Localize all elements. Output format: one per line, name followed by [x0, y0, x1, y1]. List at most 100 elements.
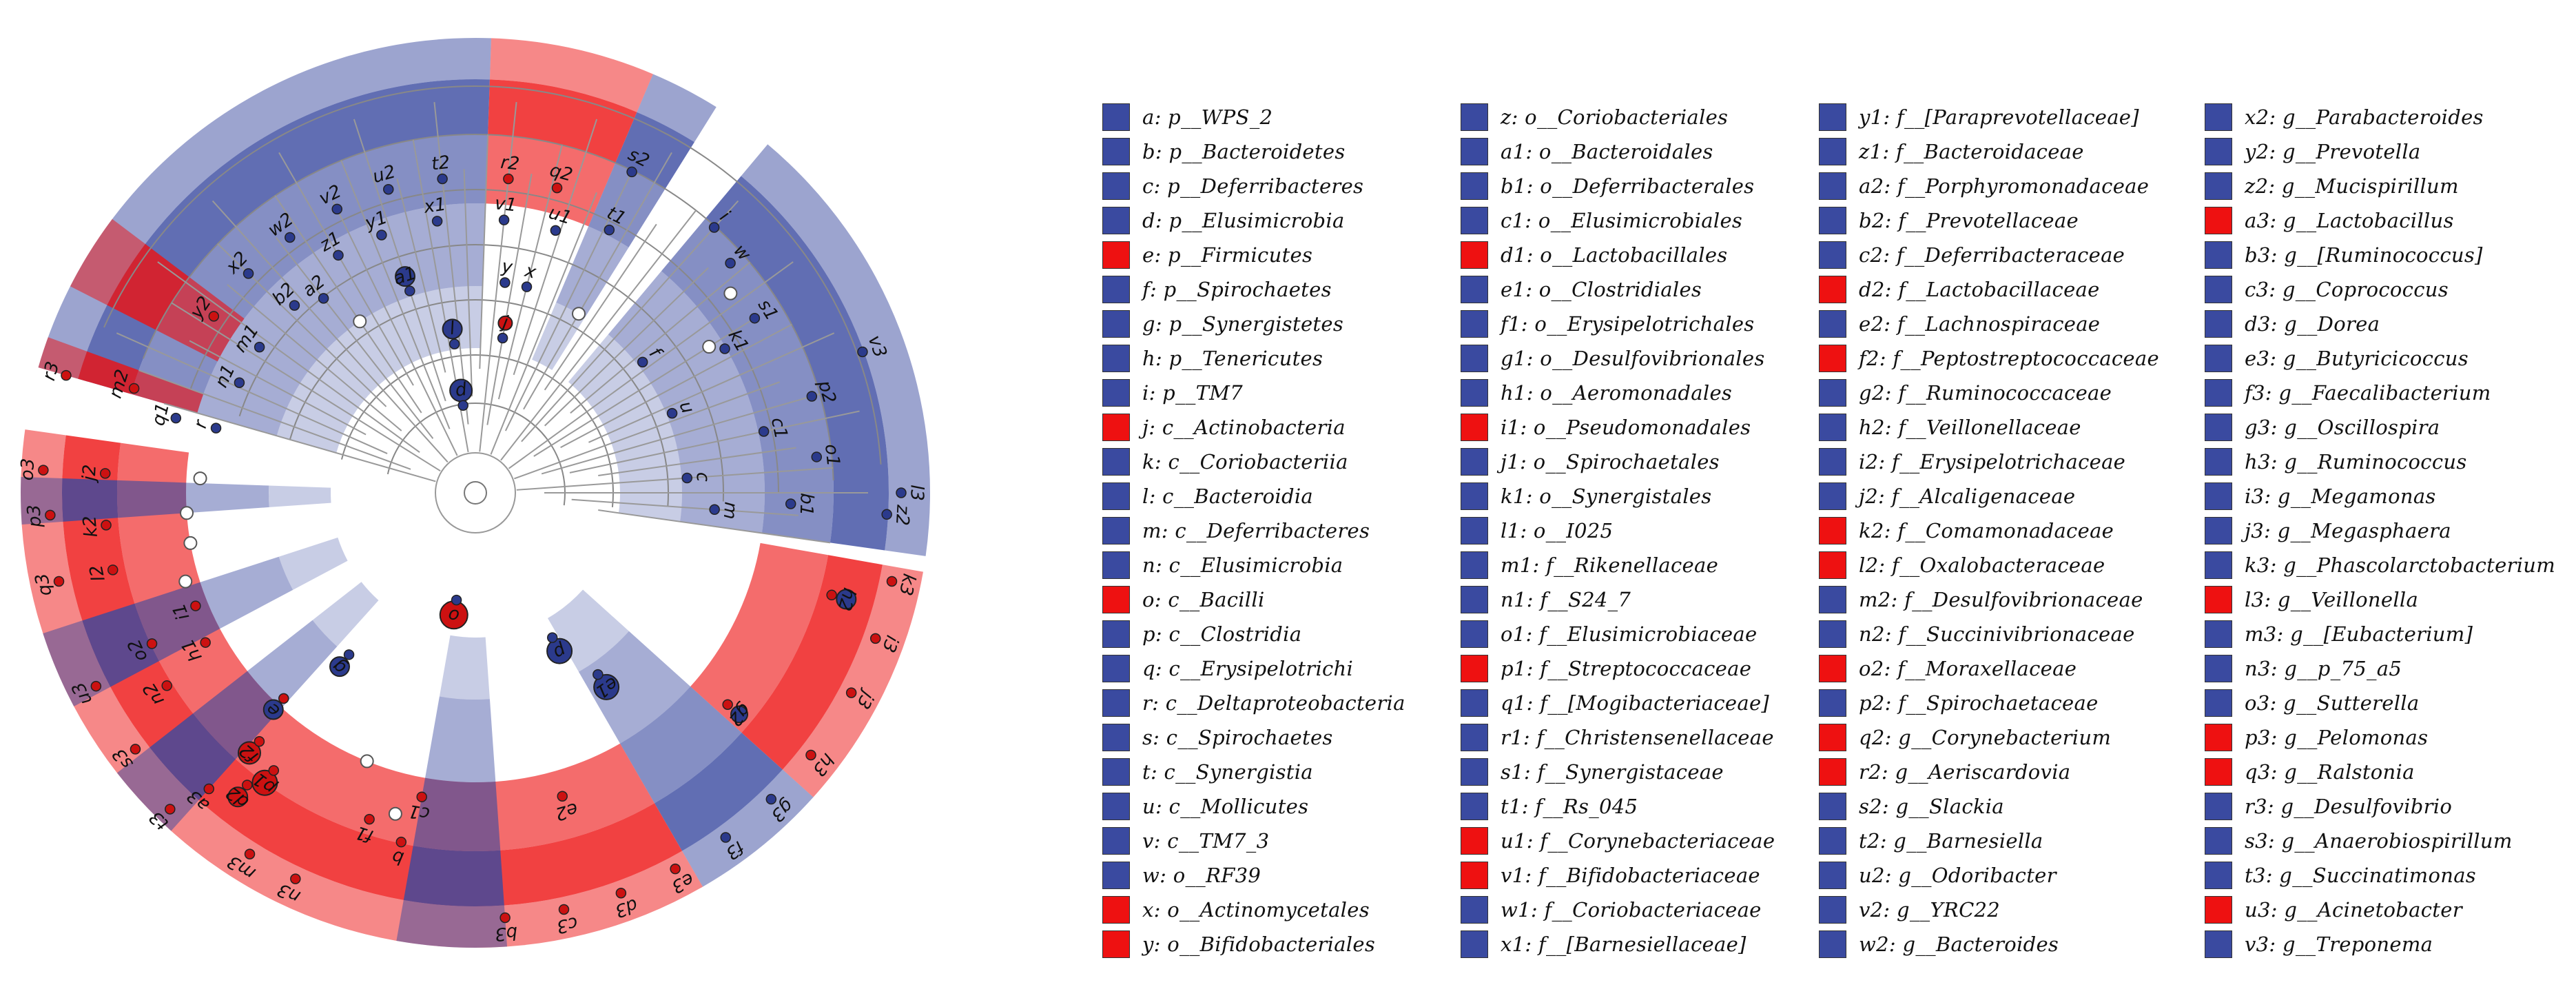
legend-item: o1: f__Elusimicrobiaceae	[1461, 620, 1757, 648]
legend-label: a3: g__Lactobacillus	[2245, 209, 2454, 232]
leaf-node	[383, 183, 394, 195]
leaf-node	[550, 225, 561, 236]
leaf-node	[785, 498, 796, 509]
clade-node	[836, 589, 857, 610]
legend-label: o3: g__Sutterella	[2245, 691, 2420, 715]
tree-branch	[523, 152, 672, 410]
legend-swatch	[1819, 310, 1846, 338]
legend-item: t3: g__Succinatimonas	[2205, 862, 2476, 889]
legend-label: r2: g__Aeriscardovia	[1859, 760, 2071, 784]
legend-swatch	[1102, 793, 1130, 820]
tree-branch	[490, 192, 597, 455]
legend-item: w: o__RF39	[1102, 862, 1261, 889]
legend-label: d: p__Elusimicrobia	[1142, 209, 1345, 232]
leaf-node	[243, 268, 254, 279]
legend-label: t2: g__Barnesiella	[1859, 829, 2043, 853]
leaf-node	[90, 680, 102, 692]
legend-swatch	[1102, 551, 1130, 579]
legend-label: k1: o__Synergistales	[1501, 485, 1712, 508]
legend-label: m3: g__[Eubacterium]	[2245, 622, 2473, 646]
legend-swatch	[1102, 655, 1130, 682]
root-node	[464, 481, 487, 505]
legend-swatch	[2205, 551, 2232, 579]
clade-node	[227, 786, 249, 808]
legend-label: u1: f__Corynebacteriaceae	[1501, 829, 1775, 853]
legend-item: v: c__TM7_3	[1102, 827, 1269, 855]
clade-label: o3	[17, 458, 39, 481]
clade-sector	[197, 203, 486, 436]
legend-item: s2: g__Slackia	[1819, 793, 2004, 820]
leaf-node	[615, 887, 627, 899]
leaf-node	[165, 804, 176, 815]
leaf-node	[45, 509, 56, 521]
legend-swatch	[1461, 517, 1488, 545]
legend-label: b2: f__Prevotellaceae	[1859, 209, 2079, 232]
tree-branch	[508, 261, 794, 469]
empty-node	[702, 340, 717, 354]
legend-label: x: o__Actinomycetales	[1142, 898, 1370, 922]
leaf-node	[722, 699, 733, 711]
leaf-node	[593, 669, 604, 680]
legend-label: r: c__Deltaproteobacteria	[1142, 691, 1405, 715]
legend-item: b2: f__Prevotellaceae	[1819, 207, 2079, 234]
tree-branch	[278, 152, 414, 386]
leaf-node	[101, 520, 112, 531]
clade-sector	[532, 302, 585, 370]
legend-label: u: c__Mollicutes	[1142, 795, 1309, 818]
legend-label: z2: g__Mucispirillum	[2245, 174, 2459, 198]
legend-swatch	[1102, 930, 1130, 958]
legend-label: s3: g__Anaerobiospirillum	[2245, 829, 2513, 853]
legend-swatch	[2205, 448, 2232, 476]
clade-sector	[705, 176, 889, 551]
leaf-node	[896, 487, 907, 498]
legend-label: p: c__Clostridia	[1142, 622, 1302, 646]
legend-label: s: c__Spirochaetes	[1142, 726, 1333, 749]
leaf-node	[128, 383, 140, 394]
legend-item: x2: g__Parabacteroides	[2205, 103, 2484, 131]
legend-item: r: c__Deltaproteobacteria	[1102, 689, 1405, 717]
tree-branch	[541, 393, 821, 475]
legend-swatch	[1819, 930, 1846, 958]
clade-sector	[608, 271, 765, 533]
legend-label: n2: f__Succinivibrionaceae	[1859, 622, 2135, 646]
clade-node	[237, 741, 261, 765]
legend-swatch	[1819, 207, 1846, 234]
leaf-node	[551, 182, 563, 194]
legend-swatch	[2205, 655, 2232, 682]
tree-branch	[486, 173, 533, 425]
legend-item: e1: o__Clostridiales	[1461, 276, 1702, 303]
legend-swatch	[1461, 207, 1488, 234]
leaf-node	[437, 173, 448, 185]
legend-label: r3: g__Desulfovibrio	[2245, 795, 2453, 818]
legend-swatch	[1461, 586, 1488, 613]
legend-swatch	[2205, 724, 2232, 751]
legend-label: d3: g__Dorea	[2245, 312, 2380, 336]
legend-label: d2: f__Lactobacillaceae	[1859, 278, 2100, 301]
clade-node	[497, 315, 513, 331]
leaf-node	[749, 312, 761, 324]
clade-sector	[413, 777, 501, 851]
legend-item: p1: f__Streptococcaceae	[1461, 655, 1751, 682]
leaf-node	[805, 749, 816, 761]
legend-swatch	[1819, 345, 1846, 372]
legend-swatch	[1819, 517, 1846, 545]
legend-swatch	[1102, 172, 1130, 200]
legend-label: f1: o__Erysipelotrichales	[1501, 312, 1755, 336]
legend-item: s: c__Spirochaetes	[1102, 724, 1333, 751]
clade-sector	[489, 38, 653, 112]
legend-label: g3: g__Oscillospira	[2245, 416, 2440, 439]
legend-item: a1: o__Bacteroidales	[1461, 138, 1713, 165]
legend-swatch	[1819, 103, 1846, 131]
legend-label: p1: f__Streptococcaceae	[1501, 657, 1752, 680]
leaf-node	[604, 224, 615, 236]
leaf-node	[720, 832, 732, 843]
legend-swatch	[1102, 379, 1130, 407]
tree-branch	[514, 381, 780, 480]
legend-item: k2: f__Comamonadaceae	[1819, 517, 2114, 545]
tree-branch	[353, 119, 446, 402]
legend-label: z1: f__Bacteroidaceae	[1859, 140, 2084, 163]
legend-swatch	[1819, 862, 1846, 889]
legend-item: w1: f__Coriobacteriaceae	[1461, 896, 1762, 924]
legend-label: b1: o__Deferribacterales	[1501, 174, 1755, 198]
legend-item: m1: f__Rikenellaceae	[1461, 551, 1718, 579]
